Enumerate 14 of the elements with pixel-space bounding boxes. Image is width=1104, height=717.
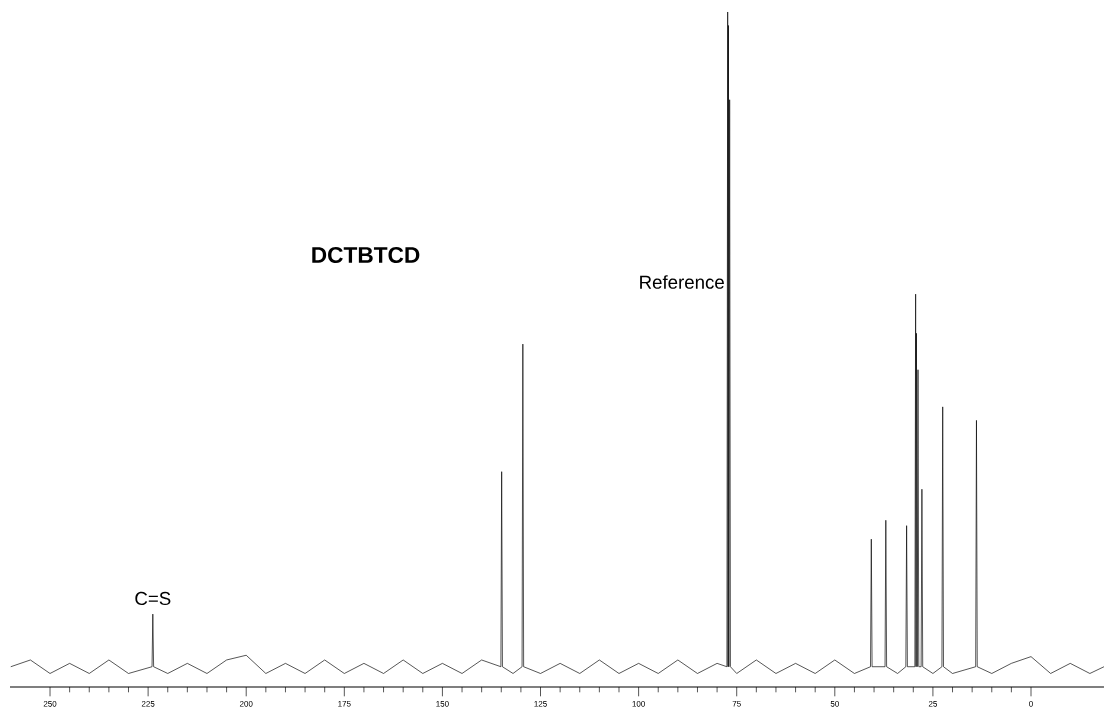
x-tick-label: 175	[338, 701, 351, 707]
x-tick-label: 225	[141, 701, 155, 707]
annotation: C=S	[135, 591, 171, 606]
x-tick-label: 0	[1029, 701, 1033, 707]
x-tick-label: 125	[534, 701, 547, 707]
x-tick-label: 250	[43, 701, 57, 707]
annotation: Reference	[640, 275, 724, 289]
x-tick-label: 25	[928, 701, 938, 707]
text: DCTBTCD	[312, 246, 420, 264]
x-tick-label: 200	[239, 701, 253, 707]
x-tick-label: 75	[732, 701, 741, 707]
x-tick-label: 150	[436, 701, 449, 707]
x-tick-label: 100	[632, 701, 645, 707]
x-tick-label: 50	[830, 701, 839, 707]
